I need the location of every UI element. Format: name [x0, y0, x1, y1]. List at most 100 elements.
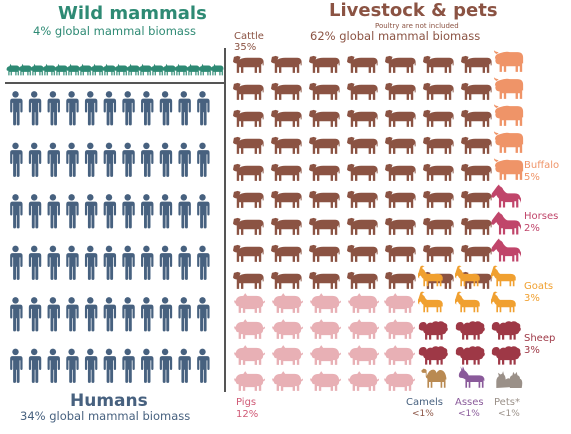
pig-icon [309, 293, 341, 313]
pig-icon [347, 345, 379, 365]
asses-pct: <1% [458, 409, 480, 419]
cow-icon [309, 136, 340, 154]
goat-icon [491, 265, 516, 287]
cow-icon [233, 217, 264, 235]
pig-icon [347, 293, 379, 313]
pig-icon [233, 319, 265, 339]
person-icon [103, 245, 117, 280]
pig-icon [233, 371, 265, 391]
donkey-icon [458, 366, 485, 388]
cow-icon [461, 244, 492, 262]
cow-icon [309, 217, 340, 235]
livestock-note: Poultry are not included [375, 22, 459, 30]
person-icon [66, 348, 79, 383]
cow-icon [385, 271, 416, 289]
pig-icon [383, 371, 415, 391]
person-icon [141, 245, 154, 280]
sheep-icon [491, 321, 521, 340]
person-icon [66, 194, 79, 229]
person-icon [47, 245, 60, 280]
person-icon [47, 142, 60, 177]
cow-icon [347, 244, 378, 262]
cow-icon [385, 55, 416, 73]
wild-animal-icon [78, 63, 92, 76]
person-icon [84, 348, 98, 383]
person-icon [178, 194, 191, 229]
pigs-label: Pigs [236, 397, 257, 408]
pig-icon [309, 319, 341, 339]
cow-icon [423, 217, 454, 235]
cow-icon [423, 190, 454, 208]
cow-icon [423, 163, 454, 181]
wild-animal-icon [114, 63, 128, 76]
wild-animal-icon [30, 63, 44, 76]
person-icon [28, 91, 42, 126]
cow-icon [309, 109, 340, 127]
wild-animal-icon [6, 63, 20, 76]
cow-icon [385, 109, 416, 127]
person-icon [28, 297, 42, 332]
person-icon [103, 142, 117, 177]
person-icon [178, 348, 191, 383]
person-icon [84, 245, 98, 280]
goat-icon [491, 291, 516, 313]
cow-icon [233, 82, 264, 100]
humans-subtitle: 34% global mammal biomass [20, 409, 191, 423]
cow-icon [233, 244, 264, 262]
cow-icon [271, 136, 302, 154]
cow-icon [271, 271, 302, 289]
cow-icon [309, 163, 340, 181]
sheep-icon [455, 321, 485, 340]
cow-icon [309, 271, 340, 289]
cow-icon [309, 244, 340, 262]
person-icon [28, 142, 42, 177]
cow-icon [347, 217, 378, 235]
cow-icon [385, 82, 416, 100]
wild-mammals-subtitle: 4% global mammal biomass [33, 24, 196, 38]
wild-animal-icon [90, 63, 104, 76]
wild-animal-icon [126, 63, 140, 76]
person-icon [66, 91, 79, 126]
pig-icon [347, 319, 379, 339]
cow-icon [385, 217, 416, 235]
person-icon [178, 297, 191, 332]
person-icon [141, 348, 154, 383]
camels-pct: <1% [412, 409, 434, 419]
pig-icon [383, 293, 415, 313]
wild-animal-icon [102, 63, 116, 76]
pig-icon [383, 319, 415, 339]
person-icon [66, 142, 79, 177]
camel-icon [420, 368, 447, 388]
person-icon [84, 142, 98, 177]
buffalo-icon [493, 50, 524, 72]
sheep-label: Sheep [524, 333, 556, 344]
person-icon [103, 91, 117, 126]
cow-icon [347, 136, 378, 154]
person-icon [197, 91, 210, 126]
person-icon [122, 91, 135, 126]
livestock-title: Livestock & pets [329, 0, 498, 21]
person-icon [10, 194, 23, 229]
wild-animal-icon [162, 63, 176, 76]
person-icon [103, 297, 117, 332]
cow-icon [233, 190, 264, 208]
cow-icon [461, 217, 492, 235]
cow-icon [461, 136, 492, 154]
buffalo-label: Buffalo [524, 160, 560, 171]
sheep-icon [491, 346, 521, 365]
cow-icon [423, 109, 454, 127]
cow-icon [347, 163, 378, 181]
goat-icon [455, 291, 480, 313]
pigs-pct: 12% [236, 409, 259, 420]
person-icon [28, 348, 42, 383]
pig-icon [347, 371, 379, 391]
vertical-divider [224, 48, 226, 392]
person-icon [122, 194, 135, 229]
cow-icon [385, 244, 416, 262]
pets-label: Pets* [494, 397, 520, 408]
wild-animal-icon [150, 63, 164, 76]
cow-icon [233, 109, 264, 127]
horse-icon [491, 238, 521, 262]
person-icon [159, 194, 173, 229]
